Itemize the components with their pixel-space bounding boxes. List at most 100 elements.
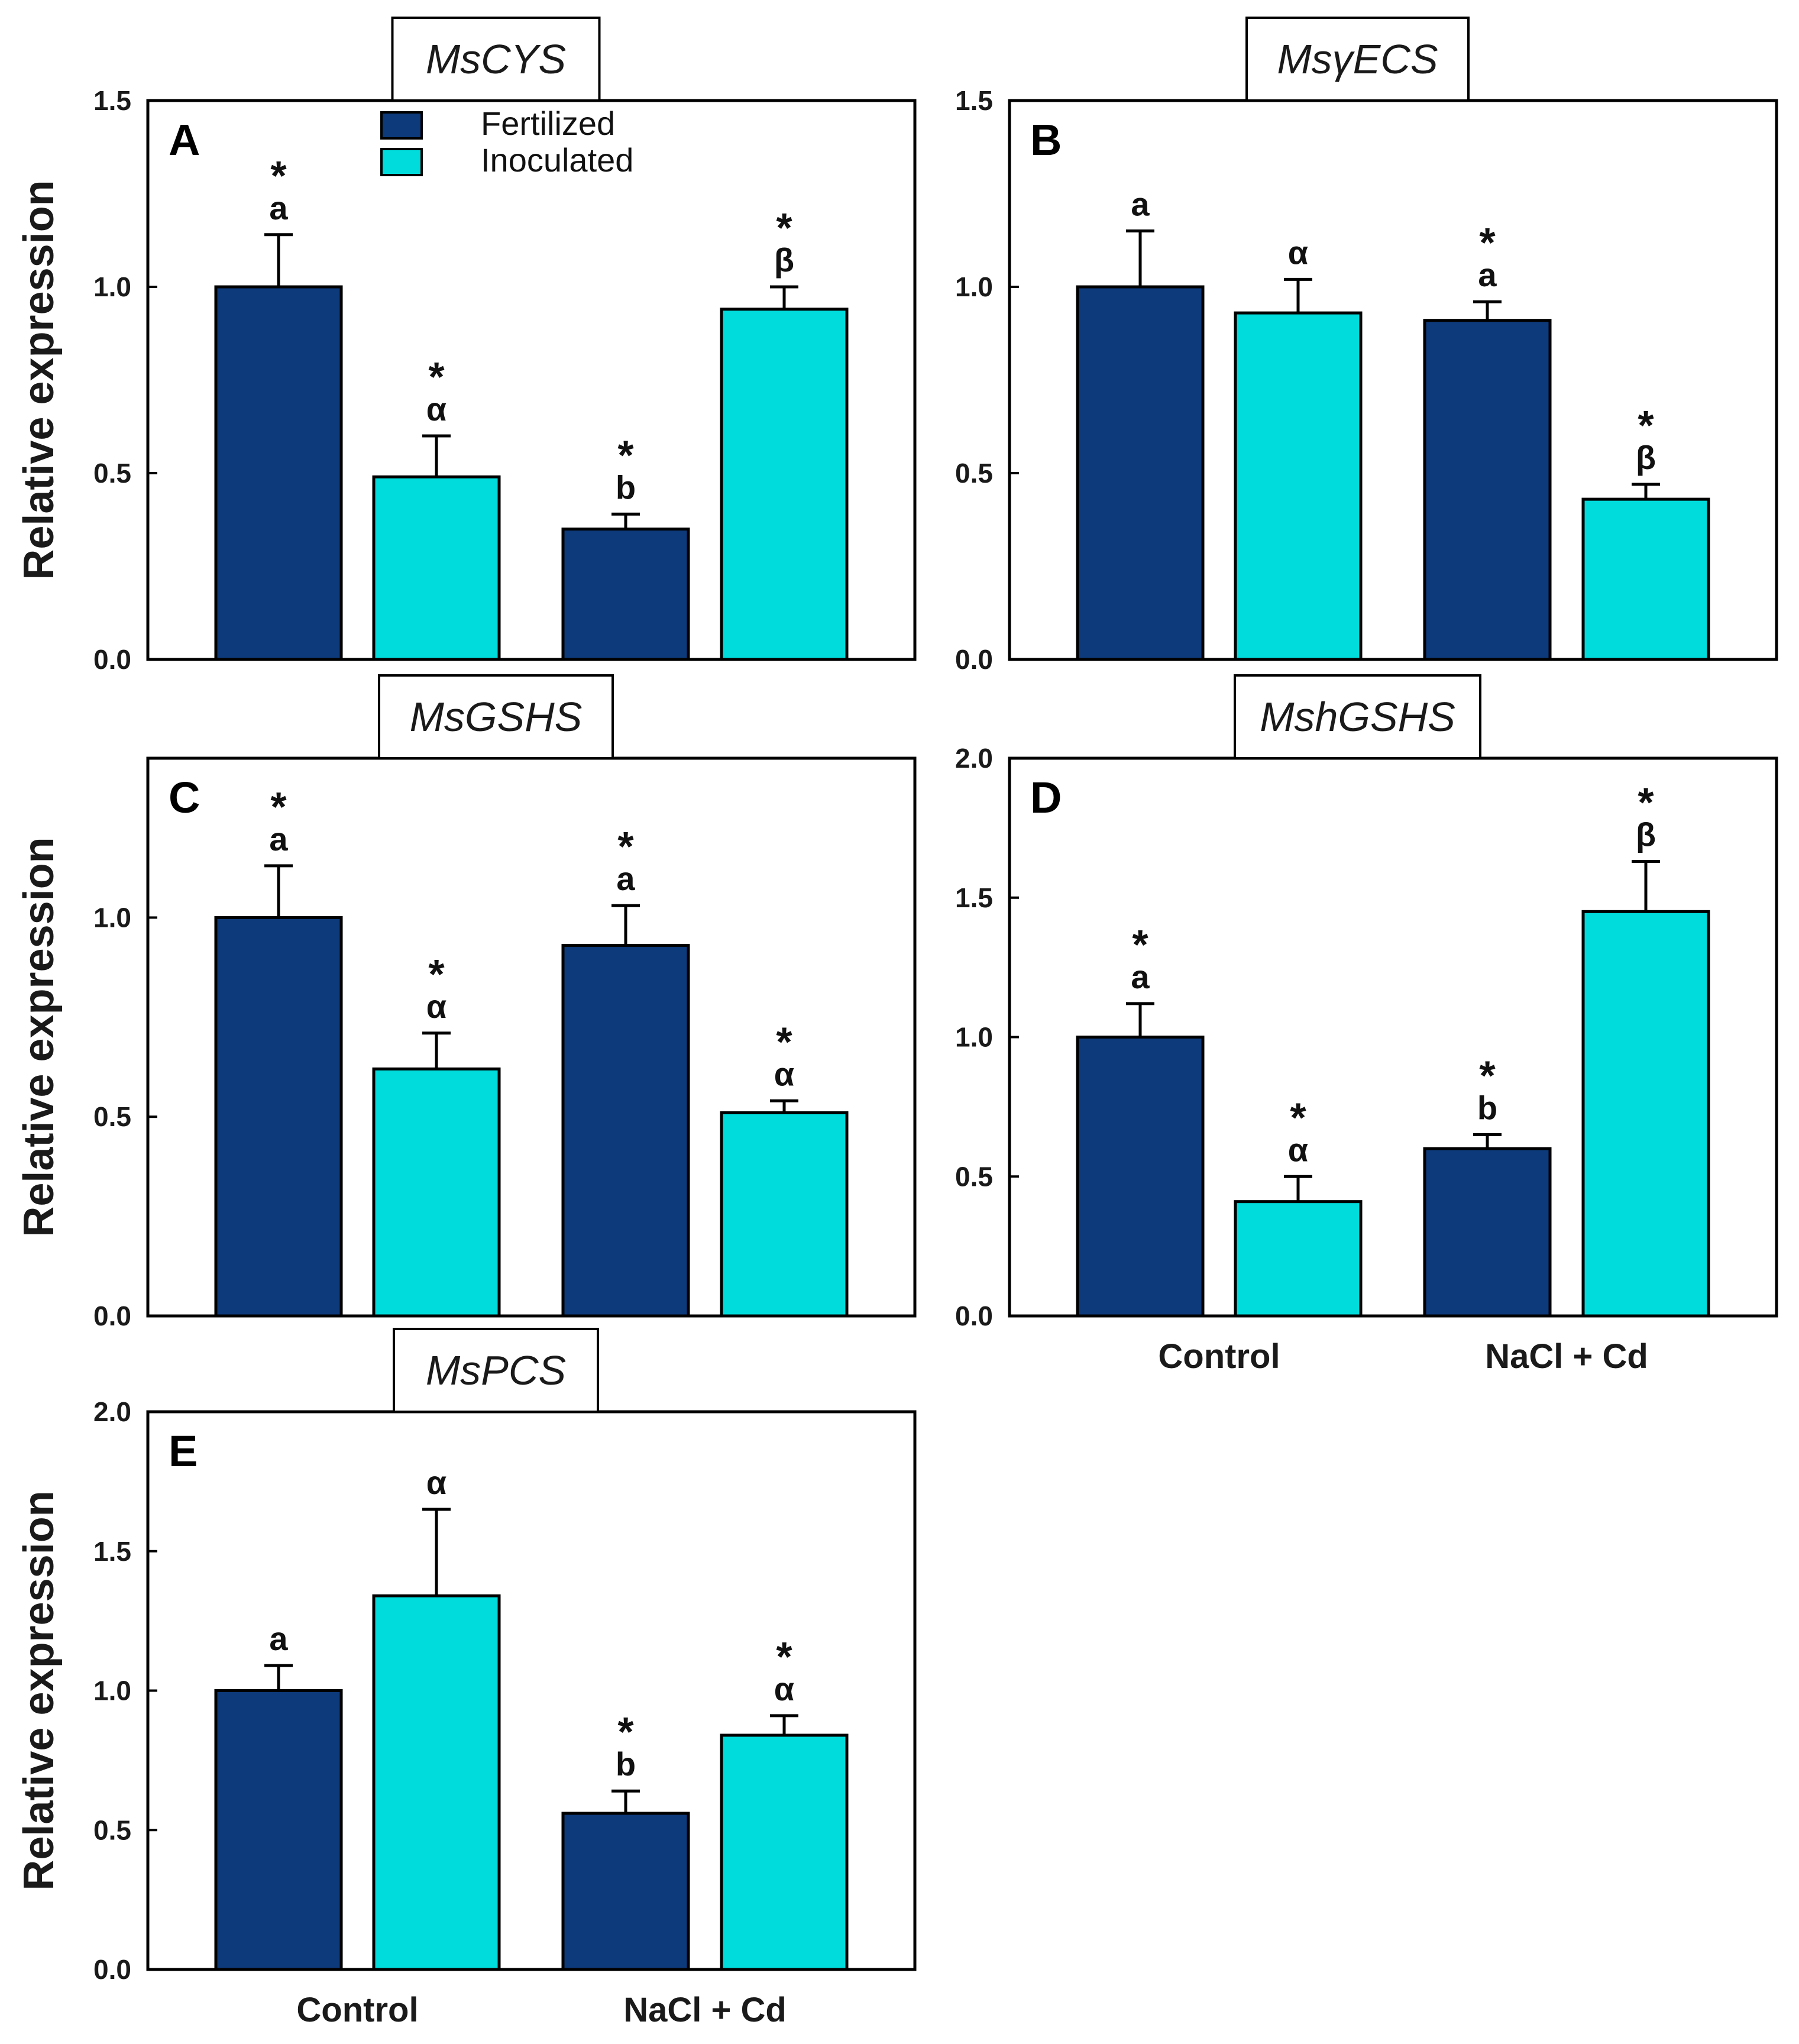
bar-inoculated xyxy=(372,475,501,661)
y-tick-label: 1.0 xyxy=(955,1022,993,1053)
bar-fertilized xyxy=(561,528,690,661)
panel-E: MsPCS E 0.0 0.5 1.0 1.5 2.0 Relative expression… xyxy=(15,1328,917,2029)
significance-letter: α xyxy=(1288,1131,1308,1168)
significance-star: * xyxy=(1290,1094,1306,1140)
y-tick-label: 2.0 xyxy=(955,743,993,774)
bar-fertilized xyxy=(1076,1036,1205,1318)
significance-star: * xyxy=(1638,779,1654,825)
significance-star: * xyxy=(270,153,287,199)
legend-label: Inoculated xyxy=(481,141,633,179)
bar-fertilized xyxy=(1076,285,1205,661)
significance-letter: a xyxy=(616,860,635,897)
significance-letter: a xyxy=(269,820,288,858)
y-tick-label: 1.5 xyxy=(93,1536,131,1567)
gene-header-box xyxy=(393,1328,599,1413)
y-tick-label: 1.0 xyxy=(955,271,993,302)
y-tick-label: 0.0 xyxy=(955,1301,993,1331)
y-axis-label: Relative expression xyxy=(15,1490,63,1890)
significance-star: * xyxy=(617,823,634,869)
significance-star: * xyxy=(617,1709,634,1755)
significance-star: * xyxy=(1479,219,1496,266)
y-tick-label: 0.5 xyxy=(93,458,131,489)
significance-letter: α xyxy=(1288,234,1308,271)
y-tick-label: 2.0 xyxy=(93,1396,131,1427)
gene-name: MshGSHS xyxy=(1260,694,1455,740)
bar-fertilized xyxy=(214,1689,343,1971)
bar-fertilized xyxy=(1423,319,1552,661)
significance-letter: a xyxy=(269,1620,288,1657)
category-label: Control xyxy=(296,1991,418,2029)
bar-fertilized xyxy=(1423,1147,1552,1318)
significance-letter: α xyxy=(774,1055,794,1092)
y-tick-label: 1.0 xyxy=(93,271,131,302)
significance-star: * xyxy=(617,432,634,478)
significance-letter: a xyxy=(1131,186,1150,223)
significance-letter: b xyxy=(1477,1089,1497,1127)
category-label: NaCl + Cd xyxy=(1485,1337,1648,1376)
significance-star: * xyxy=(428,354,445,400)
significance-letter: α xyxy=(774,1670,794,1707)
bar-inoculated xyxy=(1581,497,1710,661)
y-tick-label: 0.0 xyxy=(93,1954,131,1985)
significance-letter: α xyxy=(426,390,446,428)
significance-letter: α xyxy=(426,1464,446,1501)
y-tick-label: 0.0 xyxy=(93,1301,131,1331)
bar-inoculated xyxy=(1234,311,1363,661)
significance-letter: β xyxy=(1636,439,1656,476)
y-tick-label: 0.5 xyxy=(955,458,993,489)
gene-header-box xyxy=(1234,674,1481,759)
panel-label: D xyxy=(1030,773,1062,822)
category-label: NaCl + Cd xyxy=(623,1991,787,2029)
y-tick-label: 0.5 xyxy=(955,1161,993,1192)
category-label: Control xyxy=(1158,1337,1280,1376)
gene-header-box xyxy=(1245,17,1470,102)
y-tick-label: 1.5 xyxy=(93,85,131,116)
gene-name: MsγECS xyxy=(1277,36,1438,82)
significance-letter: b xyxy=(616,1745,636,1783)
y-tick-label: 0.5 xyxy=(93,1815,131,1845)
gene-header-box xyxy=(378,674,614,759)
significance-star: * xyxy=(270,784,287,830)
panel-label: C xyxy=(169,773,200,822)
significance-star: * xyxy=(776,1634,792,1680)
legend-swatch xyxy=(380,148,423,176)
significance-letter: β xyxy=(1636,816,1656,853)
y-tick-label: 0.0 xyxy=(955,644,993,675)
bar-fertilized xyxy=(561,944,690,1318)
significance-letter: a xyxy=(269,189,288,227)
y-axis-label: Relative expression xyxy=(15,180,63,580)
bar-inoculated xyxy=(372,1067,501,1318)
bar-fertilized xyxy=(214,916,343,1318)
y-tick-label: 1.0 xyxy=(93,1676,131,1706)
gene-name: MsPCS xyxy=(426,1347,566,1393)
significance-star: * xyxy=(776,205,792,251)
significance-letter: b xyxy=(616,468,636,506)
significance-letter: α xyxy=(426,988,446,1025)
gene-name: MsGSHS xyxy=(410,694,583,740)
significance-star: * xyxy=(1638,402,1654,448)
y-tick-label: 1.5 xyxy=(955,85,993,116)
gene-header-box xyxy=(391,17,601,102)
y-tick-label: 0.5 xyxy=(93,1101,131,1132)
bar-inoculated xyxy=(1581,910,1710,1318)
y-tick-label: 1.0 xyxy=(93,902,131,933)
gene-name: MsCYS xyxy=(426,36,566,82)
bar-inoculated xyxy=(720,1733,849,1971)
bar-inoculated xyxy=(1234,1200,1363,1318)
legend-swatch xyxy=(380,111,423,140)
legend-label: Fertilized xyxy=(481,105,615,142)
significance-letter: a xyxy=(1478,256,1497,293)
panel-label: B xyxy=(1030,115,1062,164)
significance-star: * xyxy=(776,1018,792,1065)
bar-inoculated xyxy=(720,308,849,661)
significance-letter: β xyxy=(774,241,794,279)
y-tick-label: 0.0 xyxy=(93,644,131,675)
panel-label: E xyxy=(169,1427,198,1476)
panel-label: A xyxy=(169,115,200,164)
